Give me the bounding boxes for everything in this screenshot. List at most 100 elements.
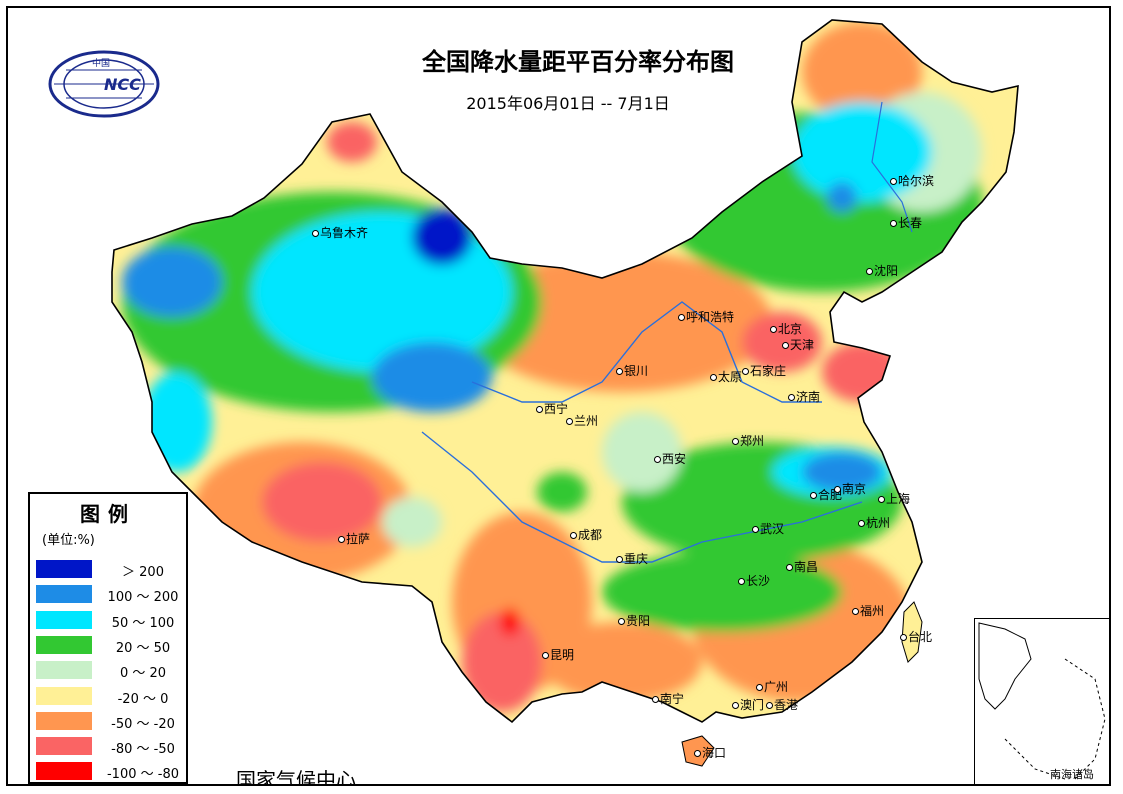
city-label: 海口 bbox=[694, 744, 726, 761]
legend-item: -100 ～ -80 bbox=[36, 762, 186, 783]
city-label: 呼和浩特 bbox=[678, 308, 734, 325]
city-name: 武汉 bbox=[760, 522, 785, 536]
legend-swatch bbox=[36, 686, 92, 705]
legend-swatch bbox=[36, 585, 92, 604]
legend-label: 50 ～ 100 bbox=[111, 615, 175, 631]
legend-item: 20 ～ 50 bbox=[36, 635, 186, 656]
city-label: 武汉 bbox=[752, 520, 784, 537]
city-name: 贵阳 bbox=[626, 614, 651, 628]
legend-swatch bbox=[36, 711, 92, 730]
city-marker-icon bbox=[542, 652, 549, 659]
city-label: 香港 bbox=[766, 696, 798, 713]
city-name: 太原 bbox=[718, 370, 743, 384]
city-marker-icon bbox=[770, 326, 777, 333]
legend: 图例 (单位:%) ＞ 200 100 ～ 200 50 ～ 100 20 ～ 50 0… bbox=[28, 492, 188, 784]
city-label: 杭州 bbox=[858, 514, 890, 531]
city-name: 哈尔滨 bbox=[898, 174, 935, 188]
city-name: 海口 bbox=[702, 746, 727, 760]
map-subtitle: 2015年06月01日 -- 7月1日 bbox=[466, 94, 670, 113]
city-marker-icon bbox=[694, 750, 701, 757]
city-marker-icon bbox=[710, 374, 717, 381]
legend-item: -20 ～ 0 bbox=[36, 686, 186, 707]
city-label: 沈阳 bbox=[866, 262, 898, 279]
city-name: 兰州 bbox=[574, 414, 599, 428]
legend-item: 100 ～ 200 bbox=[36, 585, 186, 605]
city-marker-icon bbox=[766, 702, 773, 709]
city-name: 台北 bbox=[908, 630, 933, 644]
yangtze-river bbox=[421, 431, 863, 563]
city-marker-icon bbox=[536, 406, 543, 413]
city-name: 广州 bbox=[764, 680, 789, 694]
city-name: 石家庄 bbox=[750, 364, 787, 378]
city-marker-icon bbox=[732, 438, 739, 445]
city-label: 长春 bbox=[890, 214, 922, 231]
organization-name: 国家气候中心 bbox=[236, 768, 356, 786]
city-name: 福州 bbox=[860, 604, 885, 618]
legend-label: ＞ 200 bbox=[122, 565, 164, 580]
city-marker-icon bbox=[312, 230, 319, 237]
city-label: 北京 bbox=[770, 320, 802, 337]
city-marker-icon bbox=[900, 634, 907, 641]
city-marker-icon bbox=[738, 578, 745, 585]
city-name: 杭州 bbox=[866, 516, 891, 530]
city-marker-icon bbox=[788, 394, 795, 401]
city-name: 上海 bbox=[886, 492, 911, 506]
city-name: 长沙 bbox=[746, 574, 771, 588]
legend-title: 图例 bbox=[80, 502, 136, 526]
legend-swatch bbox=[36, 610, 92, 629]
legend-item: 0 ～ 20 bbox=[36, 661, 186, 682]
city-name: 西宁 bbox=[544, 402, 569, 416]
city-marker-icon bbox=[810, 492, 817, 499]
city-name: 长春 bbox=[898, 216, 923, 230]
city-label: 郑州 bbox=[732, 432, 764, 449]
map-frame: 中国 NCC 全国降水量距平百分率分布图 2015年06月01日 -- 7月1日… bbox=[6, 6, 1111, 786]
legend-label: -20 ～ 0 bbox=[117, 691, 169, 707]
legend-swatch bbox=[36, 635, 92, 654]
city-label: 南昌 bbox=[786, 558, 818, 575]
songhua-river bbox=[871, 101, 913, 233]
legend-item: 50 ～ 100 bbox=[36, 610, 186, 631]
legend-item: ＞ 200 bbox=[36, 560, 186, 580]
city-marker-icon bbox=[566, 418, 573, 425]
legend-unit: (单位:%) bbox=[42, 533, 95, 548]
city-label: 太原 bbox=[710, 368, 742, 385]
city-marker-icon bbox=[786, 564, 793, 571]
legend-label: 0 ～ 20 bbox=[119, 666, 167, 682]
city-label: 哈尔滨 bbox=[890, 172, 934, 189]
city-marker-icon bbox=[834, 486, 841, 493]
city-label: 天津 bbox=[782, 336, 814, 353]
china-border bbox=[111, 19, 1019, 724]
city-label: 上海 bbox=[878, 490, 910, 507]
city-label: 兰州 bbox=[566, 412, 598, 429]
map-title: 全国降水量距平百分率分布图 bbox=[422, 48, 734, 76]
city-name: 呼和浩特 bbox=[686, 310, 735, 324]
city-name: 香港 bbox=[774, 698, 799, 712]
city-marker-icon bbox=[678, 314, 685, 321]
city-label: 澳门 bbox=[732, 696, 764, 713]
legend-item: -80 ～ -50 bbox=[36, 737, 186, 757]
precipitation-map bbox=[111, 19, 1019, 767]
city-name: 拉萨 bbox=[346, 532, 371, 546]
city-name: 澳门 bbox=[740, 698, 765, 712]
city-label: 福州 bbox=[852, 602, 884, 619]
city-marker-icon bbox=[878, 496, 885, 503]
legend-swatch bbox=[36, 762, 92, 781]
logo-text: NCC bbox=[104, 75, 141, 94]
city-marker-icon bbox=[866, 268, 873, 275]
city-marker-icon bbox=[742, 368, 749, 375]
legend-label: -100 ～ -80 bbox=[106, 767, 179, 783]
city-name: 天津 bbox=[790, 338, 815, 352]
city-label: 银川 bbox=[616, 362, 648, 379]
legend-label: -50 ～ -20 bbox=[111, 716, 175, 732]
city-label: 石家庄 bbox=[742, 362, 786, 379]
city-name: 重庆 bbox=[624, 552, 649, 566]
city-name: 北京 bbox=[778, 322, 803, 336]
city-name: 郑州 bbox=[740, 434, 765, 448]
city-marker-icon bbox=[782, 342, 789, 349]
city-label: 拉萨 bbox=[338, 530, 370, 547]
city-label: 长沙 bbox=[738, 572, 770, 589]
logo-label: 中国 bbox=[92, 57, 110, 69]
legend-swatch bbox=[36, 560, 92, 578]
city-name: 昆明 bbox=[550, 648, 575, 662]
precipitation-field bbox=[112, 20, 1018, 722]
